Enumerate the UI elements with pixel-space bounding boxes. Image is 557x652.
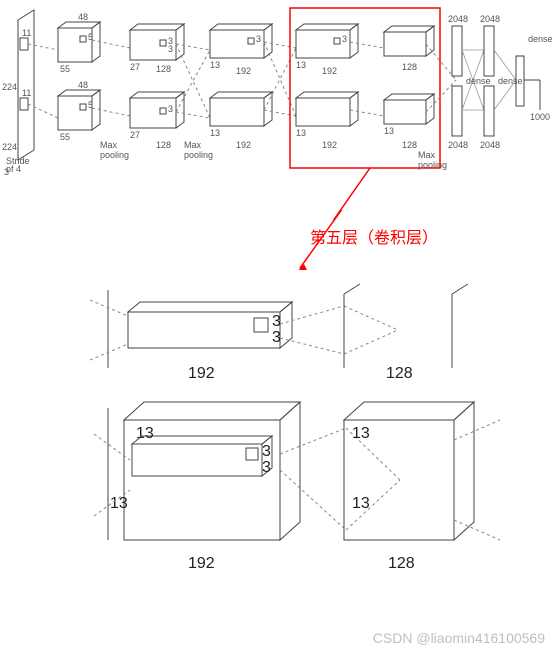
input-size-224a: 224 <box>2 82 17 92</box>
l2-depth-128b: 128 <box>156 140 171 150</box>
d-13a: 13 <box>136 425 154 442</box>
input-size-224b: 224 <box>2 142 17 152</box>
l1-depth-48a: 48 <box>78 12 88 22</box>
l3-size-13b: 13 <box>210 128 220 138</box>
layer5-detail-diagram: 3 3 192 128 13 13 3 3 192 <box>0 280 557 630</box>
stride-label-2: of 4 <box>6 164 21 174</box>
pool-1a: Max <box>100 140 118 150</box>
d-filter-3b: 3 <box>262 443 271 460</box>
fc1-2048b: 2048 <box>448 140 468 150</box>
pool-5b: pooling <box>418 160 447 170</box>
l4-size-13b: 13 <box>296 128 306 138</box>
l4-size-13a: 13 <box>296 60 306 70</box>
l3-filter-3a: 3 <box>256 34 261 44</box>
d-filter-3a2: 3 <box>272 329 281 346</box>
d-192b: 192 <box>188 555 215 572</box>
l5-size-13: 13 <box>384 126 394 136</box>
d-13c: 13 <box>352 425 370 442</box>
fc1-2048a: 2048 <box>448 14 468 24</box>
fc2-2048b: 2048 <box>480 140 500 150</box>
conv-layer-2: 27 128 3 3 27 128 3 Max pooling <box>130 24 213 160</box>
l5-depth-128b: 128 <box>402 140 417 150</box>
conv-layer-1: 55 48 5 55 48 5 Max pooling <box>58 12 130 160</box>
l3-depth-192b: 192 <box>236 140 251 150</box>
d-192a: 192 <box>188 365 215 382</box>
l2-depth-128a: 128 <box>156 64 171 74</box>
pool-2a: Max <box>184 140 202 150</box>
dense-label-3: dense <box>528 34 553 44</box>
l2-filter-3b: 3 <box>168 104 173 114</box>
l2-size-27a: 27 <box>130 62 140 72</box>
pool-5a: Max <box>418 150 436 160</box>
fc2-2048a: 2048 <box>480 14 500 24</box>
arrow-continuation <box>0 210 557 270</box>
l4-filter-3a: 3 <box>342 34 347 44</box>
input-filter-11a: 11 <box>22 28 31 38</box>
l4-depth-192b: 192 <box>322 140 337 150</box>
dense-label-2: dense <box>498 76 523 86</box>
d-filter-3a: 3 <box>272 313 281 330</box>
conv-layer-5: 128 13 128 Max pooling <box>384 26 456 170</box>
conv-layer-4: 13 192 3 13 192 <box>296 24 384 150</box>
l1-size-55b: 55 <box>60 132 70 142</box>
l2-size-27b: 27 <box>130 130 140 140</box>
detail-block-128-bottom: 13 13 128 <box>344 402 500 572</box>
watermark: CSDN @liaomin416100569 <box>373 630 545 646</box>
l3-size-13a: 13 <box>210 60 220 70</box>
l1-size-55: 55 <box>60 64 70 74</box>
l1-depth-48b: 48 <box>78 80 88 90</box>
d-128a: 128 <box>386 365 413 382</box>
d-filter-3b2: 3 <box>262 459 271 476</box>
fc-layers: 2048 2048 2048 2048 dense dense dense 10… <box>448 14 553 150</box>
detail-block-192-top: 3 3 192 <box>90 290 398 382</box>
input-filter-11b: 11 <box>22 88 31 98</box>
pool-2b: pooling <box>184 150 213 160</box>
pool-1b: pooling <box>100 150 129 160</box>
dense-label-1: dense <box>466 76 491 86</box>
alexnet-architecture-diagram: 11 11 224 224 3 Stride of 4 55 48 5 55 4… <box>0 0 557 220</box>
l3-depth-192a: 192 <box>236 66 251 76</box>
conv-layer-3: 13 192 3 13 192 <box>210 24 296 150</box>
d-128b: 128 <box>388 555 415 572</box>
d-13d: 13 <box>352 495 370 512</box>
l4-depth-192a: 192 <box>322 66 337 76</box>
input-layer: 11 11 224 224 3 Stride of 4 <box>2 10 58 177</box>
fc3-1000: 1000 <box>530 112 550 122</box>
l2-filter-3a2: 3 <box>168 44 173 54</box>
detail-block-128-top: 128 <box>344 284 468 382</box>
l5-depth-128a: 128 <box>402 62 417 72</box>
